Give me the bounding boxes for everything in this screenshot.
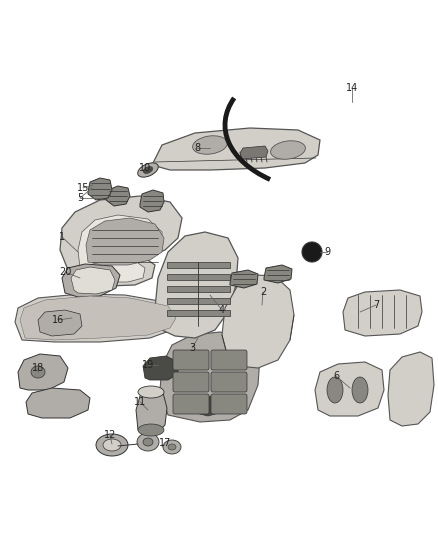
Polygon shape — [18, 354, 68, 390]
Polygon shape — [167, 262, 230, 268]
FancyBboxPatch shape — [211, 394, 247, 414]
Polygon shape — [152, 128, 320, 170]
Polygon shape — [188, 396, 225, 416]
Text: 8: 8 — [194, 143, 200, 153]
Polygon shape — [136, 390, 167, 434]
Ellipse shape — [163, 440, 181, 454]
Text: 6: 6 — [333, 371, 339, 381]
Polygon shape — [140, 190, 164, 212]
Text: 3: 3 — [189, 343, 195, 353]
Polygon shape — [20, 296, 176, 340]
FancyBboxPatch shape — [173, 394, 209, 414]
Text: 19: 19 — [142, 360, 154, 370]
Ellipse shape — [137, 433, 159, 451]
Polygon shape — [230, 270, 258, 288]
FancyBboxPatch shape — [173, 350, 209, 370]
Ellipse shape — [143, 438, 153, 446]
Text: 17: 17 — [159, 438, 171, 448]
Ellipse shape — [138, 424, 164, 436]
Ellipse shape — [103, 439, 121, 451]
Text: 1: 1 — [59, 232, 65, 242]
Polygon shape — [106, 186, 130, 206]
Text: 15: 15 — [77, 183, 89, 193]
Polygon shape — [222, 275, 294, 368]
Text: 11: 11 — [134, 397, 146, 407]
Text: 10: 10 — [139, 163, 151, 173]
Polygon shape — [143, 356, 178, 380]
Polygon shape — [388, 352, 434, 426]
Ellipse shape — [168, 444, 176, 450]
Polygon shape — [86, 218, 164, 265]
FancyBboxPatch shape — [211, 350, 247, 370]
Polygon shape — [315, 362, 384, 416]
Polygon shape — [343, 290, 422, 336]
Text: 20: 20 — [59, 267, 71, 277]
Polygon shape — [167, 274, 230, 280]
Polygon shape — [78, 215, 162, 282]
Ellipse shape — [302, 242, 322, 262]
Polygon shape — [160, 332, 260, 422]
FancyBboxPatch shape — [211, 372, 247, 392]
Ellipse shape — [138, 386, 164, 398]
Text: 16: 16 — [52, 315, 64, 325]
Ellipse shape — [138, 163, 158, 177]
Polygon shape — [15, 294, 178, 342]
Polygon shape — [88, 178, 112, 200]
Text: 9: 9 — [324, 247, 330, 257]
Ellipse shape — [271, 141, 305, 159]
Ellipse shape — [327, 377, 343, 403]
Polygon shape — [62, 264, 120, 297]
Polygon shape — [38, 310, 82, 336]
Polygon shape — [264, 265, 292, 283]
Polygon shape — [167, 286, 230, 292]
Polygon shape — [167, 298, 230, 304]
Polygon shape — [71, 267, 115, 294]
Ellipse shape — [352, 377, 368, 403]
Polygon shape — [155, 232, 238, 338]
Polygon shape — [26, 388, 90, 418]
Ellipse shape — [143, 166, 153, 173]
Ellipse shape — [31, 366, 45, 378]
Text: 12: 12 — [104, 430, 116, 440]
Polygon shape — [240, 146, 268, 159]
Ellipse shape — [96, 434, 128, 456]
FancyBboxPatch shape — [173, 372, 209, 392]
Text: 7: 7 — [373, 300, 379, 310]
Ellipse shape — [193, 136, 227, 154]
Polygon shape — [60, 196, 182, 286]
Polygon shape — [167, 310, 230, 316]
Text: 2: 2 — [260, 287, 266, 297]
Text: 14: 14 — [346, 83, 358, 93]
Text: 5: 5 — [77, 193, 83, 203]
Text: 4: 4 — [219, 305, 225, 315]
Text: 18: 18 — [32, 363, 44, 373]
